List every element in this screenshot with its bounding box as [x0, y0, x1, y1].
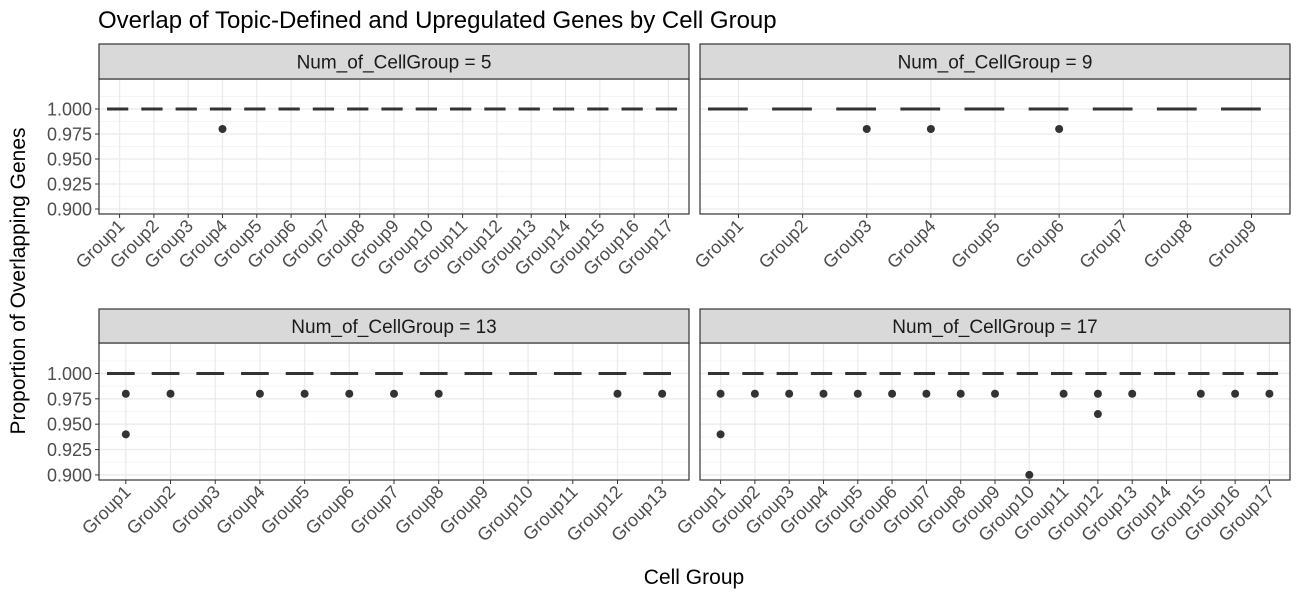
- facet-panel: Num_of_CellGroup = 17Group1Group2Group3G…: [673, 308, 1291, 545]
- y-tick-label: 0.925: [47, 175, 92, 195]
- data-point: [218, 125, 227, 133]
- x-tick-label: Group4: [212, 482, 269, 539]
- data-point: [1231, 389, 1240, 398]
- x-tick-label: Group7: [346, 482, 403, 539]
- data-point: [819, 389, 828, 398]
- y-tick-label: 1.000: [47, 364, 92, 384]
- facet-strip-label: Num_of_CellGroup = 9: [898, 53, 1093, 74]
- data-point: [1128, 389, 1137, 398]
- data-point: [121, 389, 130, 398]
- y-tick-label: 0.950: [47, 415, 92, 435]
- data-point: [1093, 389, 1102, 398]
- y-tick-label: 0.900: [47, 465, 92, 485]
- data-point: [121, 430, 130, 439]
- facet-panel: Num_of_CellGroup = 5 0.900 0.925 0.950 0.975…: [47, 43, 690, 279]
- data-point: [750, 389, 759, 398]
- x-tick-label: Group6: [1011, 216, 1068, 273]
- x-tick-label: Group8: [391, 482, 448, 539]
- data-point: [1265, 389, 1274, 398]
- data-point: [991, 389, 999, 398]
- y-axis-title: Proportion of Overlapping Genes: [7, 127, 30, 434]
- y-tick-label: 0.950: [47, 150, 92, 170]
- data-point: [1093, 410, 1102, 419]
- data-point: [1196, 389, 1205, 398]
- x-tick-label: Group1: [78, 482, 135, 539]
- facet-strip: [98, 43, 690, 80]
- data-point: [255, 389, 264, 398]
- x-tick-label: Group8: [1140, 216, 1197, 273]
- data-point: [1025, 470, 1034, 479]
- data-point: [1055, 125, 1064, 133]
- y-tick-label: 0.975: [47, 389, 92, 409]
- data-point: [345, 389, 354, 398]
- y-tick-label: 0.975: [47, 125, 92, 145]
- data-point: [1059, 389, 1068, 398]
- x-tick-label: Group5: [257, 482, 314, 539]
- data-point: [922, 389, 931, 398]
- data-point: [716, 389, 725, 398]
- facet-panel: Num_of_CellGroup = 13 0.900 0.925 0.950 0.97…: [47, 308, 690, 545]
- x-tick-label: Group6: [302, 482, 359, 539]
- y-tick-label: 1.000: [47, 100, 92, 120]
- data-point: [956, 389, 965, 398]
- x-tick-label: Group7: [1075, 216, 1132, 273]
- facet-strip: [699, 43, 1291, 80]
- data-point: [166, 389, 175, 398]
- data-point: [300, 389, 309, 398]
- x-tick-label: Group9: [1204, 216, 1261, 273]
- data-point: [785, 389, 794, 398]
- x-axis-title: Cell Group: [644, 566, 744, 589]
- data-point: [853, 389, 862, 398]
- chart-title: Overlap of Topic-Defined and Upregulated…: [98, 7, 777, 34]
- x-tick-label: Group2: [123, 482, 180, 539]
- x-tick-label: Group1: [691, 216, 748, 273]
- y-tick-label: 0.925: [47, 440, 92, 460]
- data-point: [613, 389, 622, 398]
- x-tick-label: Group2: [755, 216, 812, 273]
- y-tick-label: 0.900: [47, 200, 92, 220]
- x-tick-label: Group3: [819, 216, 876, 273]
- facet-strip: [699, 308, 1291, 344]
- facet-panels: Num_of_CellGroup = 5 0.900 0.925 0.950 0.975…: [47, 43, 1291, 545]
- facet-strip-label: Num_of_CellGroup = 5: [297, 53, 492, 74]
- data-point: [888, 389, 897, 398]
- data-point: [926, 125, 935, 133]
- x-tick-label: Group5: [947, 216, 1004, 273]
- x-tick-label: Group4: [883, 216, 940, 273]
- data-point: [716, 430, 725, 439]
- data-point: [434, 389, 443, 398]
- data-point: [862, 125, 871, 133]
- x-tick-label: Group3: [167, 482, 224, 539]
- facet-strip-label: Num_of_CellGroup = 17: [892, 317, 1097, 338]
- facet-strip-label: Num_of_CellGroup = 13: [291, 317, 496, 338]
- data-point: [390, 389, 398, 398]
- data-point: [658, 389, 667, 398]
- facet-strip: [98, 308, 690, 344]
